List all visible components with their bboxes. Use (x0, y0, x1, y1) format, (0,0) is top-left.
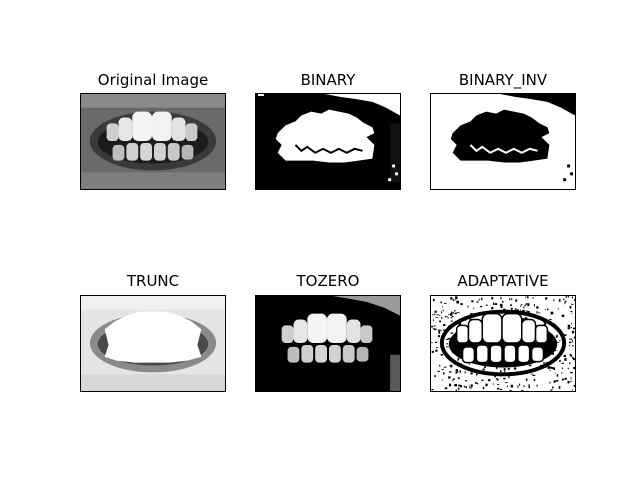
tozero-image (255, 295, 401, 392)
panel-title-adaptative: ADAPTATIVE (457, 272, 549, 290)
panel-title-trunc: TRUNC (126, 272, 180, 290)
panel-title-original: Original Image (97, 71, 209, 89)
trunc-image (80, 295, 226, 392)
binary-inv-image (430, 93, 576, 190)
adaptative-image (430, 295, 576, 392)
original-image (80, 93, 226, 190)
panel-title-binary-inv: BINARY_INV (458, 71, 548, 89)
panel-title-tozero: TOZERO (296, 272, 360, 290)
binary-image (255, 93, 401, 190)
panel-title-binary: BINARY (300, 71, 356, 89)
